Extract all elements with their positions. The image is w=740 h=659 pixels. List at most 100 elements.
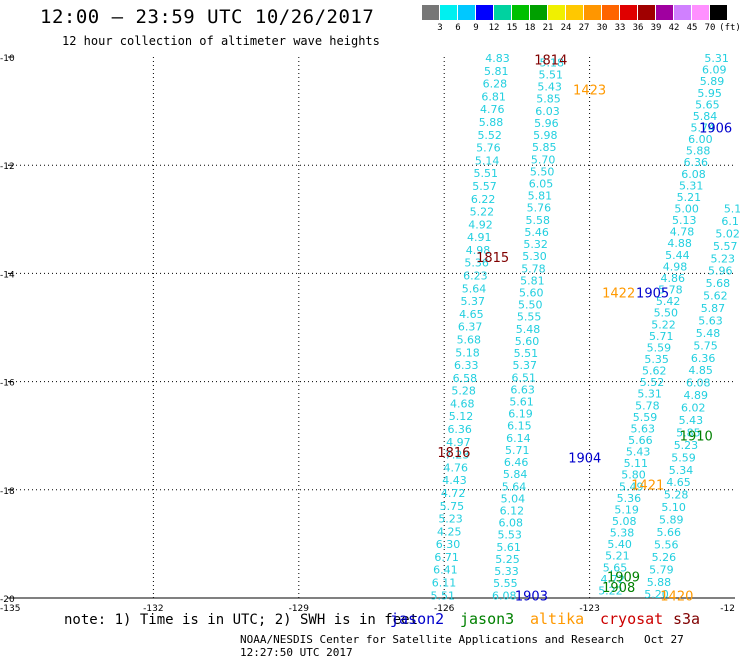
wave-height-value: 6.36 [691, 352, 716, 365]
color-swatch [422, 5, 439, 20]
wave-height-value: 5.96 [708, 265, 733, 278]
wave-height-value: 4.98 [663, 260, 688, 273]
color-scale-label: 27 [578, 23, 590, 33]
wave-height-value: 5.81 [528, 190, 553, 203]
wave-height-value: 6.36 [684, 156, 709, 169]
wave-height-value: 6.11 [432, 577, 457, 590]
wave-height-value: 6.37 [458, 321, 483, 334]
color-swatch [548, 5, 565, 20]
note-text: note: 1) Time is in UTC; 2) SWH is in fe… [64, 612, 419, 628]
color-scale-label: 18 [524, 23, 536, 33]
wave-height-value: 5.31 [704, 52, 729, 65]
wave-height-value: 5.62 [642, 365, 667, 378]
color-swatch [638, 5, 655, 20]
wave-height-value: 5.53 [497, 529, 522, 542]
color-scale-label: 30 [596, 23, 608, 33]
wave-height-value: 5.60 [519, 287, 544, 300]
wave-height-value: 5.55 [517, 311, 542, 324]
page-title: 12:00 – 23:59 UTC 10/26/2017 [40, 6, 375, 28]
x-tick-label: -129 [289, 604, 310, 614]
wave-height-value: 6.51 [511, 371, 536, 384]
wave-height-value: 5.52 [640, 376, 665, 389]
wave-height-value: 6.08 [681, 168, 706, 181]
wave-height-value: 5.50 [530, 165, 555, 178]
wave-height-value: 5.63 [630, 422, 655, 435]
y-tick-label: -14 [0, 270, 15, 280]
wave-height-value: 5.85 [676, 426, 701, 439]
wave-height-value: 5.18 [455, 346, 480, 359]
wave-height-value: 5.20 [644, 588, 669, 601]
wave-height-value: 5.84 [503, 468, 528, 481]
wave-height-value: 5.36 [617, 492, 642, 505]
wave-height-value: 5.76 [476, 142, 501, 155]
wave-height-value: 4.43 [442, 474, 467, 487]
color-scale-label: 36 [632, 23, 644, 33]
wave-height-value: 7.23 [445, 449, 470, 462]
wave-height-value: 5.50 [654, 307, 679, 320]
wave-height-value: 6.00 [688, 133, 713, 146]
wave-height-value: 6.28 [483, 78, 508, 91]
color-swatch [494, 5, 511, 20]
satellite-legend-jason2: jason2 [390, 610, 445, 628]
wave-height-value: 5.61 [509, 396, 534, 409]
wave-height-value: 5.85 [536, 93, 561, 106]
color-swatch [656, 5, 673, 20]
wave-height-value: 6.30 [436, 538, 461, 551]
wave-height-value: 6.05 [529, 178, 554, 191]
color-swatch [566, 5, 583, 20]
x-tick-label: -123 [579, 604, 599, 614]
wave-height-value: 4.85 [688, 364, 713, 377]
wave-height-value: 5.85 [532, 141, 557, 154]
wave-height-value: 5.71 [505, 444, 530, 457]
wave-height-value: 5.58 [526, 214, 551, 227]
wave-height-value: 5.66 [628, 434, 653, 447]
wave-height-value: 5.25 [495, 553, 520, 566]
wave-height-value: 4.91 [467, 231, 492, 244]
wave-height-value: 5.55 [493, 577, 518, 590]
color-scale-label: 24 [560, 23, 572, 33]
wave-height-value: 4.72 [441, 487, 466, 500]
pass-time-label: 1420 [660, 589, 693, 604]
wave-height-value: 5.79 [649, 563, 674, 576]
wave-height-value: 5.57 [472, 180, 497, 193]
wave-height-value: 4.89 [684, 389, 709, 402]
wave-height-value: 5.1 [724, 202, 740, 215]
color-swatch [476, 5, 493, 20]
x-tick-label: -135 [0, 604, 20, 614]
wave-height-value: 5.64 [462, 282, 487, 295]
satellite-legend-jason3: jason3 [460, 610, 515, 628]
wave-height-value: 5.31 [637, 388, 662, 401]
footer-credit: NOAA/NESDIS Center for Satellite Applica… [240, 633, 740, 659]
wave-height-value: 4.25 [437, 525, 462, 538]
wave-height-value: 5.63 [698, 314, 723, 327]
color-scale-label: 3 [437, 23, 443, 33]
wave-height-value: 5.37 [513, 359, 538, 372]
color-scale-label: 70 [704, 23, 716, 33]
wave-height-value: 5.22 [651, 318, 676, 331]
y-tick-label: -16 [0, 379, 15, 389]
wave-height-value: 5.04 [501, 492, 526, 505]
color-swatch [620, 5, 637, 20]
wave-height-value: 6.03 [535, 105, 560, 118]
y-tick-label: -10 [0, 54, 15, 64]
color-swatch [530, 5, 547, 20]
y-tick-label: -18 [0, 487, 15, 497]
wave-height-value: 5.59 [647, 341, 672, 354]
wave-height-value: 4.98 [466, 244, 491, 257]
color-swatch [440, 5, 457, 20]
wave-height-value: 4.88 [667, 237, 692, 250]
wave-height-value: 5.38 [610, 527, 635, 540]
wave-height-value: 6.12 [500, 505, 525, 518]
wave-height-value: 5.61 [496, 541, 521, 554]
x-tick-label: -12 [720, 604, 735, 614]
wave-height-value: 4.78 [670, 226, 695, 239]
color-scale-label: 6 [455, 23, 461, 33]
wave-height-value: 5.33 [494, 565, 519, 578]
wave-height-value: 5.02 [715, 227, 740, 240]
pass-time-label: 1908 [602, 581, 635, 596]
wave-height-value: 5.32 [523, 238, 548, 251]
wave-height-value: 5.51 [430, 589, 455, 602]
color-scale-label: 21 [542, 23, 554, 33]
color-scale-label: 39 [650, 23, 662, 33]
